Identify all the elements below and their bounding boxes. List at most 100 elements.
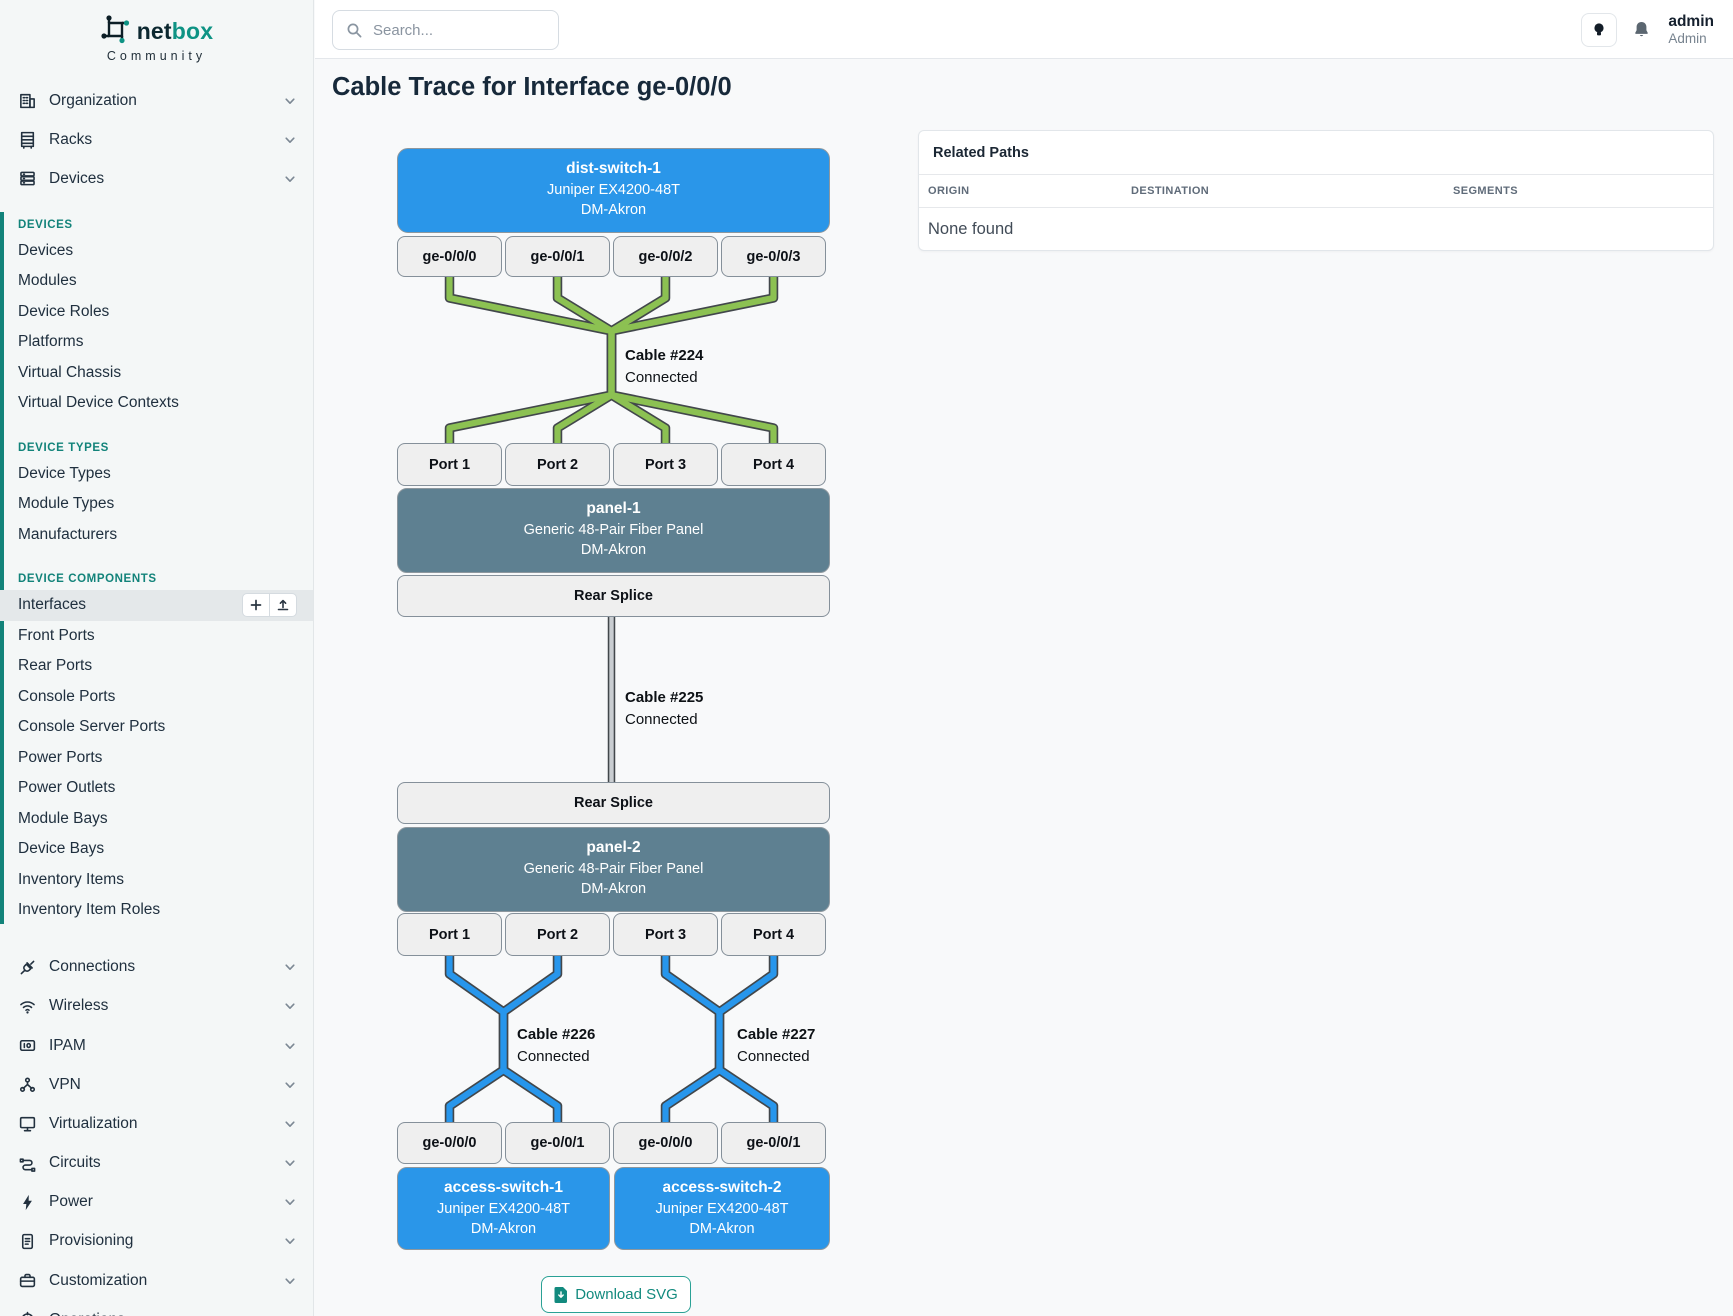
chevron-down-icon bbox=[283, 94, 297, 108]
chevron-down-icon bbox=[285, 97, 295, 104]
sidebar-group-label: Racks bbox=[49, 130, 93, 148]
cable-label-cable-224[interactable]: Cable #224 Connected bbox=[625, 345, 703, 388]
sidebar-group-power[interactable]: Power bbox=[0, 1183, 313, 1222]
lightbulb-icon bbox=[1594, 22, 1604, 35]
search-input[interactable] bbox=[373, 12, 553, 48]
sidebar-group-connections[interactable]: Connections bbox=[0, 948, 313, 987]
organization-icon bbox=[18, 91, 37, 110]
section-heading-devices: DEVICES bbox=[18, 218, 73, 231]
sidebar-item-module-bays[interactable]: Module Bays bbox=[18, 809, 108, 827]
sidebar-group-label: VPN bbox=[49, 1075, 81, 1093]
chevron-down-icon bbox=[283, 1234, 297, 1248]
device-box-dist-switch-1[interactable]: dist-switch-1 Juniper EX4200-48T DM-Akro… bbox=[397, 148, 830, 233]
sidebar-item-power-outlets[interactable]: Power Outlets bbox=[18, 779, 116, 797]
sidebar-group-customization[interactable]: Customization bbox=[0, 1261, 313, 1300]
port-port-4[interactable]: Port 4 bbox=[721, 913, 826, 956]
port-ge-0-0-3[interactable]: ge-0/0/3 bbox=[721, 236, 826, 277]
sidebar-item-front-ports[interactable]: Front Ports bbox=[18, 626, 95, 644]
sidebar-item-virtual-chassis[interactable]: Virtual Chassis bbox=[18, 363, 122, 381]
cable-paths bbox=[444, 277, 779, 1122]
import-button[interactable] bbox=[269, 593, 297, 618]
cable-label-cable-225[interactable]: Cable #225 Connected bbox=[625, 687, 703, 730]
port-ge-0-0-2[interactable]: ge-0/0/2 bbox=[613, 236, 718, 277]
sidebar-item-device-roles[interactable]: Device Roles bbox=[18, 302, 110, 320]
sidebar-group-label: Provisioning bbox=[49, 1232, 134, 1250]
sidebar-item-devices[interactable]: Devices bbox=[18, 241, 74, 259]
sidebar-group-label: IPAM bbox=[49, 1036, 86, 1054]
sidebar-group-organization[interactable]: Organization bbox=[0, 81, 313, 120]
sidebar-item-console-server-ports[interactable]: Console Server Ports bbox=[18, 718, 166, 736]
sidebar-group-devices[interactable]: Devices bbox=[0, 159, 313, 198]
sidebar-item-modules[interactable]: Modules bbox=[18, 272, 77, 290]
sidebar-group-ipam[interactable]: IPAM bbox=[0, 1026, 313, 1065]
sidebar-devices-section: DEVICES Devices Modules Device Roles Platfor… bbox=[0, 199, 313, 926]
port-port-4[interactable]: Port 4 bbox=[721, 443, 826, 486]
sidebar-item-rear-ports[interactable]: Rear Ports bbox=[18, 657, 93, 675]
user-menu[interactable]: admin Admin bbox=[1668, 13, 1714, 47]
chevron-down-icon bbox=[285, 964, 295, 971]
sidebar-group-virtualization[interactable]: Virtualization bbox=[0, 1104, 313, 1143]
sidebar-item-manufacturers[interactable]: Manufacturers bbox=[18, 525, 118, 543]
chevron-down-icon bbox=[283, 1117, 297, 1131]
add-button[interactable] bbox=[242, 593, 270, 618]
port-ge-0-0-1[interactable]: ge-0/0/1 bbox=[721, 1122, 826, 1164]
column-header-origin: ORIGIN bbox=[928, 185, 970, 197]
port-ge-0-0-1[interactable]: ge-0/0/1 bbox=[505, 236, 610, 277]
related-paths-card: Related Paths ORIGIN DESTINATION SEGMENTS … bbox=[918, 130, 1714, 251]
user-role: Admin bbox=[1668, 30, 1707, 46]
port-ge-0-0-0[interactable]: ge-0/0/0 bbox=[397, 1122, 502, 1164]
device-box-access-switch-2[interactable]: access-switch-2 Juniper EX4200-48T DM-Ak… bbox=[614, 1167, 830, 1250]
sidebar-item-interfaces[interactable]: Interfaces bbox=[0, 590, 313, 621]
customization-icon bbox=[19, 1273, 36, 1288]
cable-name: Cable #226 bbox=[517, 1026, 596, 1043]
rear-splice-bottom[interactable]: Rear Splice bbox=[397, 782, 830, 824]
sidebar-group-vpn[interactable]: VPN bbox=[0, 1065, 313, 1104]
chevron-down-icon bbox=[283, 172, 297, 186]
cable-status: Connected bbox=[625, 368, 698, 386]
port-port-2[interactable]: Port 2 bbox=[505, 443, 610, 486]
sidebar-item-power-ports[interactable]: Power Ports bbox=[18, 748, 103, 766]
chevron-down-icon bbox=[285, 137, 295, 143]
notifications-button[interactable] bbox=[1630, 19, 1652, 41]
chevron-down-icon bbox=[285, 1042, 295, 1049]
sidebar-item-console-ports[interactable]: Console Ports bbox=[18, 687, 116, 705]
chevron-down-icon bbox=[285, 1160, 295, 1167]
port-port-1[interactable]: Port 1 bbox=[397, 443, 502, 486]
racks-icon bbox=[20, 132, 35, 150]
port-port-3[interactable]: Port 3 bbox=[613, 443, 718, 486]
sidebar-item-virtual-device-contexts[interactable]: Virtual Device Contexts bbox=[18, 394, 179, 412]
operations-icon bbox=[22, 1312, 33, 1316]
chevron-down-icon bbox=[283, 960, 297, 974]
port-port-2[interactable]: Port 2 bbox=[505, 913, 610, 956]
column-header-destination: DESTINATION bbox=[1131, 185, 1210, 197]
port-ge-0-0-1[interactable]: ge-0/0/1 bbox=[505, 1122, 610, 1164]
brand[interactable]: netbox Community bbox=[0, 0, 313, 69]
sidebar-group-operations[interactable]: Operations bbox=[0, 1300, 313, 1316]
port-ge-0-0-0[interactable]: ge-0/0/0 bbox=[397, 236, 502, 277]
sidebar-item-platforms[interactable]: Platforms bbox=[18, 333, 84, 351]
sidebar-item-inventory-items[interactable]: Inventory Items bbox=[18, 870, 124, 888]
sidebar-item-device-types[interactable]: Device Types bbox=[18, 464, 111, 482]
cable-label-cable-226[interactable]: Cable #226 Connected bbox=[517, 1024, 595, 1067]
download-svg-button[interactable]: Download SVG bbox=[541, 1276, 691, 1313]
circuits-icon bbox=[18, 1154, 37, 1173]
sidebar-item-inventory-item-roles[interactable]: Inventory Item Roles bbox=[18, 901, 161, 919]
port-ge-0-0-0[interactable]: ge-0/0/0 bbox=[613, 1122, 718, 1164]
sidebar-group-provisioning[interactable]: Provisioning bbox=[0, 1222, 313, 1261]
sidebar-group-circuits[interactable]: Circuits bbox=[0, 1144, 313, 1183]
sidebar-item-device-bays[interactable]: Device Bays bbox=[18, 840, 105, 858]
port-port-3[interactable]: Port 3 bbox=[613, 913, 718, 956]
device-box-panel-2[interactable]: panel-2 Generic 48-Pair Fiber Panel DM-A… bbox=[397, 827, 830, 912]
sidebar-group-racks[interactable]: Racks bbox=[0, 120, 313, 159]
device-box-panel-1[interactable]: panel-1 Generic 48-Pair Fiber Panel DM-A… bbox=[397, 488, 830, 573]
cable-label-cable-227[interactable]: Cable #227 Connected bbox=[737, 1024, 815, 1067]
device-box-access-switch-1[interactable]: access-switch-1 Juniper EX4200-48T DM-Ak… bbox=[397, 1167, 610, 1250]
port-port-1[interactable]: Port 1 bbox=[397, 913, 502, 956]
sidebar-group-wireless[interactable]: Wireless bbox=[0, 987, 313, 1026]
sidebar-item-module-types[interactable]: Module Types bbox=[18, 495, 115, 513]
rear-splice-top[interactable]: Rear Splice bbox=[397, 575, 830, 617]
user-name: admin bbox=[1668, 12, 1714, 30]
theme-toggle-button[interactable] bbox=[1581, 12, 1618, 47]
virtualization-icon bbox=[18, 1114, 37, 1133]
vpn-icon bbox=[19, 1077, 36, 1093]
